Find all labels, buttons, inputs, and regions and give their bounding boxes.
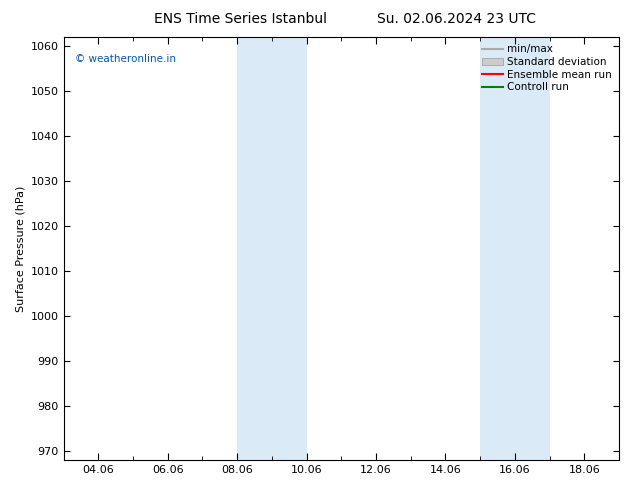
Bar <box>237 37 307 460</box>
Text: ENS Time Series Istanbul: ENS Time Series Istanbul <box>155 12 327 26</box>
Text: © weatheronline.in: © weatheronline.in <box>75 54 176 64</box>
Y-axis label: Surface Pressure (hPa): Surface Pressure (hPa) <box>15 185 25 312</box>
Bar <box>480 37 550 460</box>
Legend: min/max, Standard deviation, Ensemble mean run, Controll run: min/max, Standard deviation, Ensemble me… <box>480 42 614 94</box>
Text: Su. 02.06.2024 23 UTC: Su. 02.06.2024 23 UTC <box>377 12 536 26</box>
